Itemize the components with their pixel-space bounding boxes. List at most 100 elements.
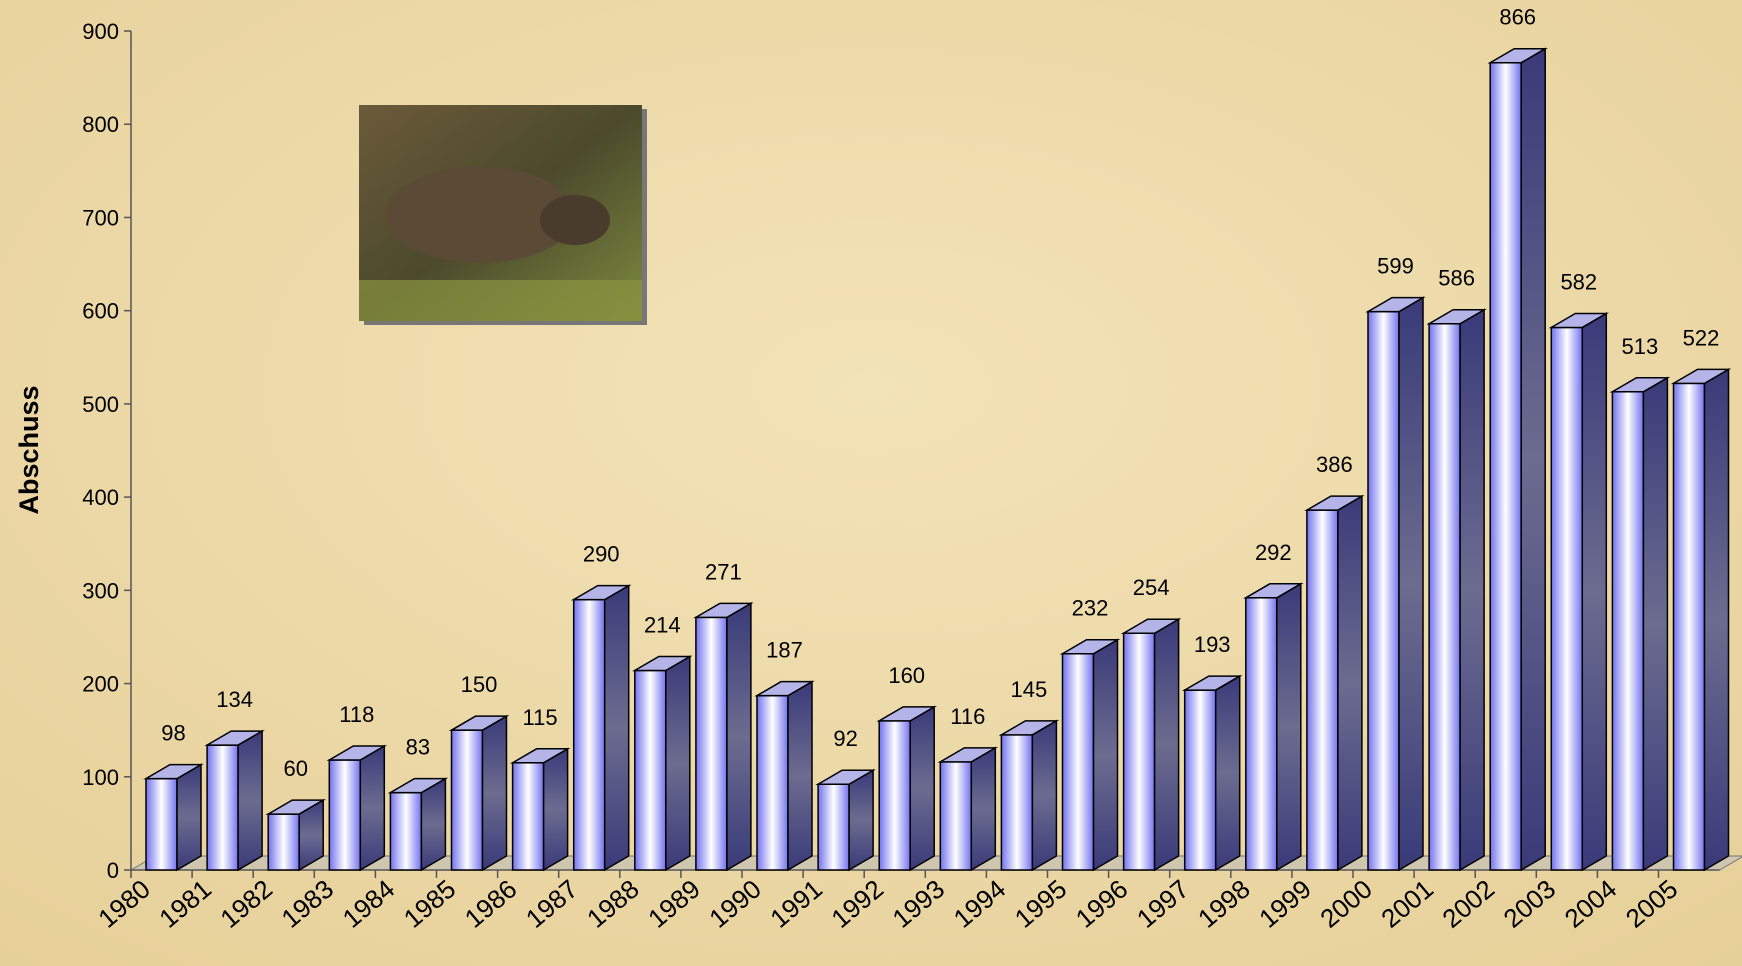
bar-front bbox=[1246, 598, 1277, 870]
bar-side bbox=[1338, 496, 1362, 870]
bar-front bbox=[452, 730, 483, 870]
value-label: 60 bbox=[283, 756, 307, 781]
bar bbox=[635, 657, 690, 870]
bar bbox=[1001, 721, 1056, 870]
bar bbox=[1429, 310, 1484, 870]
value-label: 150 bbox=[461, 672, 498, 697]
bar bbox=[268, 800, 323, 870]
bar-side bbox=[1460, 310, 1484, 870]
bar-side bbox=[666, 657, 690, 870]
bar-side bbox=[849, 770, 873, 870]
value-label: 118 bbox=[339, 702, 374, 727]
bar-side bbox=[788, 682, 812, 870]
bar bbox=[1490, 49, 1545, 870]
bar-front bbox=[1063, 654, 1094, 870]
bar-front bbox=[696, 617, 727, 870]
bar-side bbox=[605, 586, 629, 870]
bar bbox=[1307, 496, 1362, 870]
value-label: 214 bbox=[644, 613, 681, 638]
value-label: 386 bbox=[1316, 452, 1353, 477]
y-tick-label: 400 bbox=[82, 485, 119, 510]
bar-front bbox=[1429, 324, 1460, 870]
bar-front bbox=[1001, 735, 1032, 870]
bar-side bbox=[1643, 378, 1667, 870]
bar-side bbox=[544, 749, 568, 870]
value-label: 92 bbox=[833, 726, 857, 751]
y-tick-label: 200 bbox=[82, 672, 119, 697]
value-label: 193 bbox=[1194, 632, 1231, 657]
y-axis-label: Abschuss bbox=[14, 385, 44, 514]
bar-side bbox=[360, 746, 384, 870]
bar bbox=[1612, 378, 1667, 870]
bar bbox=[940, 748, 995, 870]
value-label: 116 bbox=[950, 704, 985, 729]
bar bbox=[390, 779, 445, 870]
bar-front bbox=[1124, 633, 1155, 870]
bar bbox=[879, 707, 934, 870]
value-label: 290 bbox=[583, 542, 620, 567]
value-label: 98 bbox=[161, 721, 185, 746]
bar bbox=[1063, 640, 1118, 870]
bar-front bbox=[1490, 63, 1521, 870]
bar-side bbox=[1032, 721, 1056, 870]
bar-side bbox=[910, 707, 934, 870]
bar-front bbox=[635, 671, 666, 870]
value-label: 160 bbox=[888, 663, 925, 688]
bar-front bbox=[818, 784, 849, 870]
bar-front bbox=[1185, 690, 1216, 870]
bar-front bbox=[879, 721, 910, 870]
bar-side bbox=[971, 748, 995, 870]
value-label: 582 bbox=[1560, 269, 1597, 294]
bar bbox=[574, 586, 629, 870]
y-tick-label: 800 bbox=[82, 112, 119, 137]
value-label: 513 bbox=[1622, 334, 1659, 359]
bar-side bbox=[421, 779, 445, 870]
y-tick-label: 0 bbox=[107, 858, 119, 883]
value-label: 83 bbox=[406, 735, 430, 760]
value-label: 586 bbox=[1438, 266, 1475, 291]
bar-side bbox=[1155, 619, 1179, 870]
bar-side bbox=[1216, 676, 1240, 870]
value-label: 522 bbox=[1683, 325, 1720, 350]
bar-side bbox=[177, 765, 201, 870]
value-label: 187 bbox=[766, 638, 803, 663]
y-tick-label: 700 bbox=[82, 205, 119, 230]
chart: Abschuss 0100200300400500600700800900198… bbox=[0, 0, 1742, 966]
value-label: 134 bbox=[216, 687, 253, 712]
bar-front bbox=[513, 763, 544, 870]
value-label: 271 bbox=[705, 559, 742, 584]
value-label: 145 bbox=[1011, 677, 1048, 702]
value-label: 866 bbox=[1499, 5, 1536, 30]
bar bbox=[207, 731, 262, 870]
bar-front bbox=[207, 745, 238, 870]
value-label: 115 bbox=[523, 705, 558, 730]
bar bbox=[1368, 298, 1423, 870]
value-label: 292 bbox=[1255, 540, 1292, 565]
bar-side bbox=[1582, 313, 1606, 870]
bar bbox=[1124, 619, 1179, 870]
bar bbox=[146, 765, 201, 870]
bar bbox=[329, 746, 384, 870]
bar-front bbox=[1307, 510, 1338, 870]
bar-side bbox=[1399, 298, 1423, 870]
bar bbox=[757, 682, 812, 870]
bar-side bbox=[483, 716, 507, 870]
y-tick-label: 600 bbox=[82, 299, 119, 324]
bar-front bbox=[390, 793, 421, 870]
bar-front bbox=[146, 779, 177, 870]
bar bbox=[452, 716, 507, 870]
bar-side bbox=[1277, 584, 1301, 870]
bar-front bbox=[940, 762, 971, 870]
bar bbox=[696, 603, 751, 870]
bar-front bbox=[757, 696, 788, 870]
bar-front bbox=[1368, 312, 1399, 870]
bar-front bbox=[268, 814, 299, 870]
bar bbox=[1674, 369, 1729, 870]
value-label: 232 bbox=[1072, 596, 1109, 621]
y-tick-label: 100 bbox=[82, 765, 119, 790]
bar-front bbox=[574, 600, 605, 870]
value-label: 599 bbox=[1377, 254, 1414, 279]
y-tick-label: 500 bbox=[82, 392, 119, 417]
bar-side bbox=[1094, 640, 1118, 870]
bar-side bbox=[1705, 369, 1729, 870]
